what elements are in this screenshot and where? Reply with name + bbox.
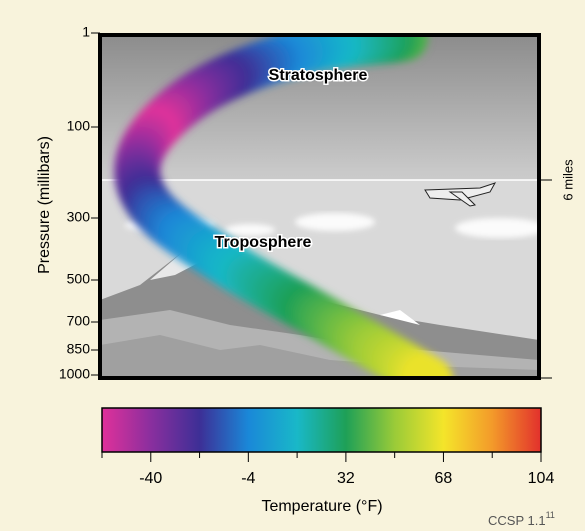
- x-tick-label: 68: [435, 470, 453, 487]
- credit: CCSP 1.111: [488, 510, 555, 528]
- x-tick-label: -4: [241, 470, 255, 487]
- colorbar: [102, 408, 541, 452]
- credit-superscript: 11: [546, 510, 555, 520]
- x-tick-label: -40: [139, 470, 162, 487]
- figure: Stratosphere Troposphere Pressure (milli…: [0, 0, 585, 531]
- y-tick-label: 700: [67, 313, 91, 329]
- layer-label: Troposphere: [215, 234, 312, 251]
- y-tick-label: 100: [67, 118, 91, 134]
- y-tick-label: 1: [82, 24, 90, 40]
- scene: [100, 35, 545, 380]
- y-tick-label: 850: [67, 341, 91, 357]
- y-axis-label: Pressure (millibars): [36, 136, 53, 274]
- x-axis-label: Temperature (°F): [261, 498, 382, 515]
- y-tick-label: 300: [67, 209, 91, 225]
- y-tick-label: 1000: [59, 366, 90, 382]
- layer-label: Stratosphere: [269, 67, 368, 84]
- credit-text: CCSP 1.1: [488, 513, 546, 528]
- right-tick-label: 6 miles: [560, 159, 575, 201]
- y-tick-label: 500: [67, 271, 91, 287]
- x-tick-label: 104: [528, 470, 555, 487]
- x-tick-label: 32: [337, 470, 355, 487]
- page: Stratosphere Troposphere Pressure (milli…: [0, 0, 585, 531]
